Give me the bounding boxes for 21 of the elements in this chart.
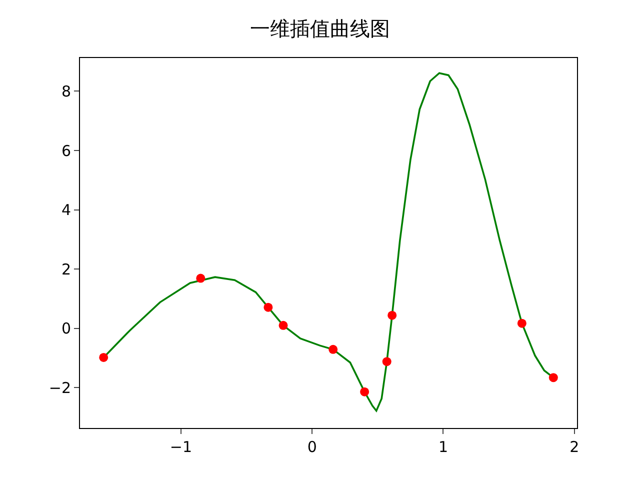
point xyxy=(328,344,338,354)
point xyxy=(278,320,288,330)
point xyxy=(196,274,206,283)
x-tick-label: 1 xyxy=(438,438,448,456)
y-tick-label: 0 xyxy=(61,320,71,338)
point xyxy=(264,302,273,312)
y-tick-label: 8 xyxy=(61,82,71,100)
x-tick-label: 2 xyxy=(570,438,580,456)
y-tick-label: 2 xyxy=(61,260,71,278)
point xyxy=(548,373,558,382)
y-tick-label: 4 xyxy=(61,201,71,220)
point xyxy=(382,357,392,366)
y-tick-label: −2 xyxy=(48,378,71,397)
point xyxy=(99,352,108,362)
chart-title: 一维插值曲线图 xyxy=(250,16,390,41)
point xyxy=(360,387,370,396)
x-tick-label: −1 xyxy=(170,438,192,456)
y-tick-label: 6 xyxy=(61,142,71,160)
point xyxy=(388,310,397,320)
point xyxy=(517,318,526,328)
x-tick-label: 0 xyxy=(307,438,317,456)
